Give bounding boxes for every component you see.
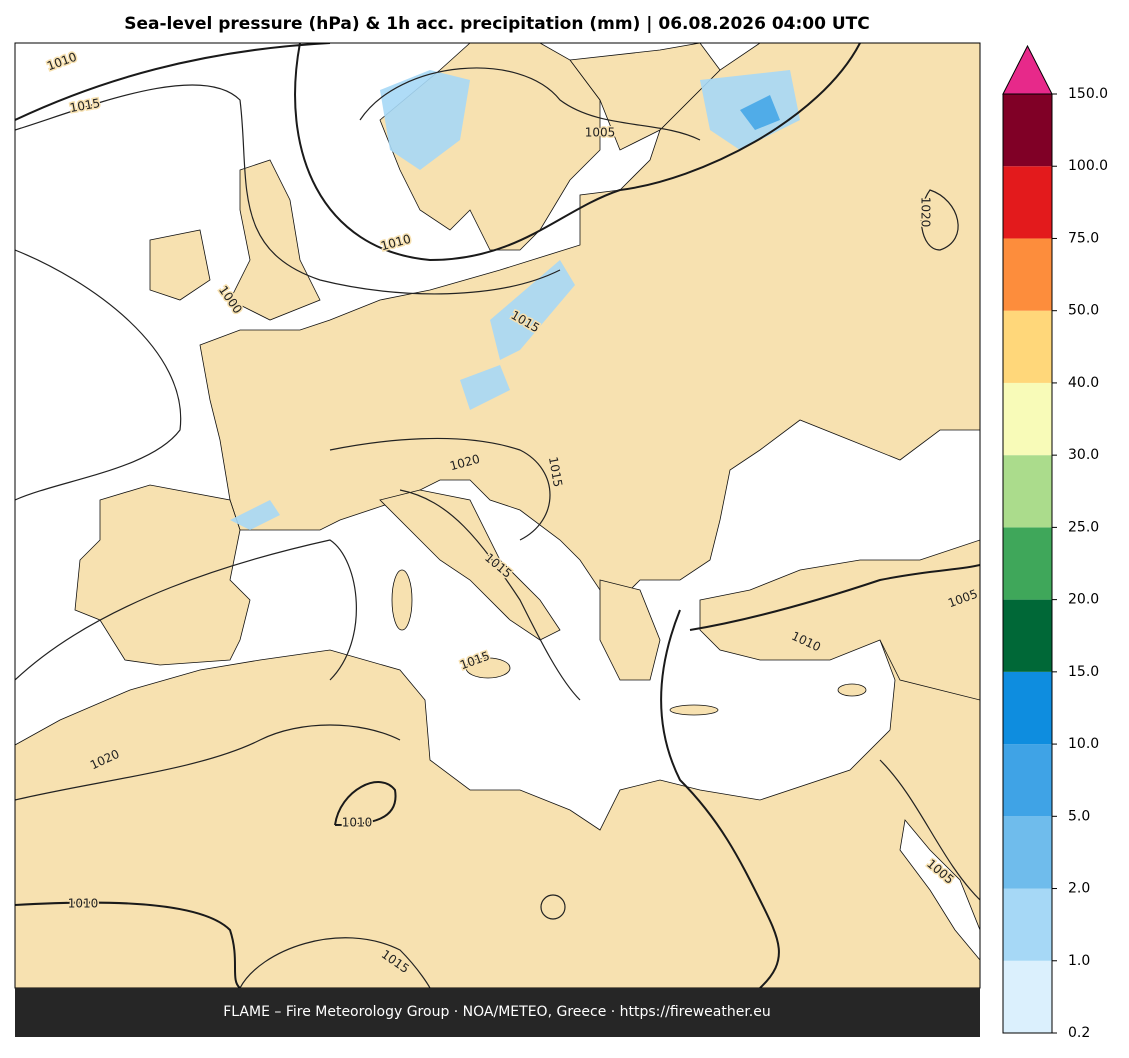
contour [660,564,980,988]
precipitation [740,95,780,130]
land [569,43,721,151]
colorbar-bin [1003,816,1052,889]
contour [15,724,401,801]
precipitation [490,260,575,360]
colorbar-bin [1003,527,1052,600]
colorbar-tick-label: 50.0 [1068,303,1099,319]
footer: FLAME – Fire Meteorology Group · NOA/MET… [223,1004,771,1020]
colorbar-tick-label: 0.2 [1068,1025,1090,1041]
colorbar-tick-label: 150.0 [1068,86,1108,102]
colorbar-bin [1003,238,1052,311]
contour-label: 1005 [585,126,616,140]
colorbar-tick-label: 100.0 [1068,158,1108,174]
colorbar-tick-label: 5.0 [1068,808,1090,824]
contour [15,539,357,681]
land [149,229,211,301]
colorbar-bin [1003,310,1052,383]
contour [879,759,980,901]
colorbar-frame [1002,93,1053,1034]
colorbar-tick-label: 25.0 [1068,519,1099,535]
colorbar-bin [1003,888,1052,961]
red-sea [899,819,980,961]
colorbar-bin [1003,960,1052,1033]
colorbar-tick-label: 40.0 [1068,375,1099,391]
colorbar: 0.2 1.0 2.0 5.0 10.0 15.0 20.0 25.0 30.0 40.0 50.0… [1002,44,1108,1041]
island [837,683,867,697]
colorbar-bin [1003,94,1052,167]
contour [15,781,397,988]
land [699,539,980,701]
colorbar-extend [1002,44,1053,95]
colorbar-tick-label: 20.0 [1068,592,1099,608]
map [15,43,980,988]
colorbar-bin [1003,382,1052,456]
precipitation [380,70,470,170]
colorbar-bin [1003,455,1052,528]
island [391,569,413,631]
colorbar-bin [1003,671,1052,745]
contour [540,894,566,920]
colorbar-tick-label: 75.0 [1068,230,1099,246]
colorbar-tick-label: 15.0 [1068,664,1099,680]
colorbar-tick-label: 2.0 [1068,881,1090,897]
colorbar-tick-label: 10.0 [1068,736,1099,752]
contour-label: 1015 [546,456,565,489]
map-title: Sea-level pressure (hPa) & 1h acc. preci… [124,14,870,34]
colorbar-bin [1003,166,1052,239]
colorbar-tick-label: 30.0 [1068,447,1099,463]
footer-band [15,988,980,1037]
island [465,657,511,679]
contour [920,189,959,251]
contour [359,67,701,141]
contour-label: 1020 [919,197,933,228]
land [199,43,980,601]
contour-label: 1015 [69,96,102,115]
contour-label: 1010 [68,897,99,911]
contour [329,437,581,701]
land [599,579,661,681]
colorbar-tick-label: 1.0 [1068,953,1090,969]
land [229,159,321,321]
contour [15,84,561,295]
contour [15,249,182,501]
land [379,489,561,641]
contour-label: 1010 [342,816,373,830]
contour [239,937,431,988]
contour [15,43,861,262]
colorbar-bin [1003,599,1052,672]
precipitation [230,500,280,530]
land [74,484,251,666]
island [669,704,719,716]
colorbar-bin [1003,744,1052,817]
precipitation [460,365,510,410]
